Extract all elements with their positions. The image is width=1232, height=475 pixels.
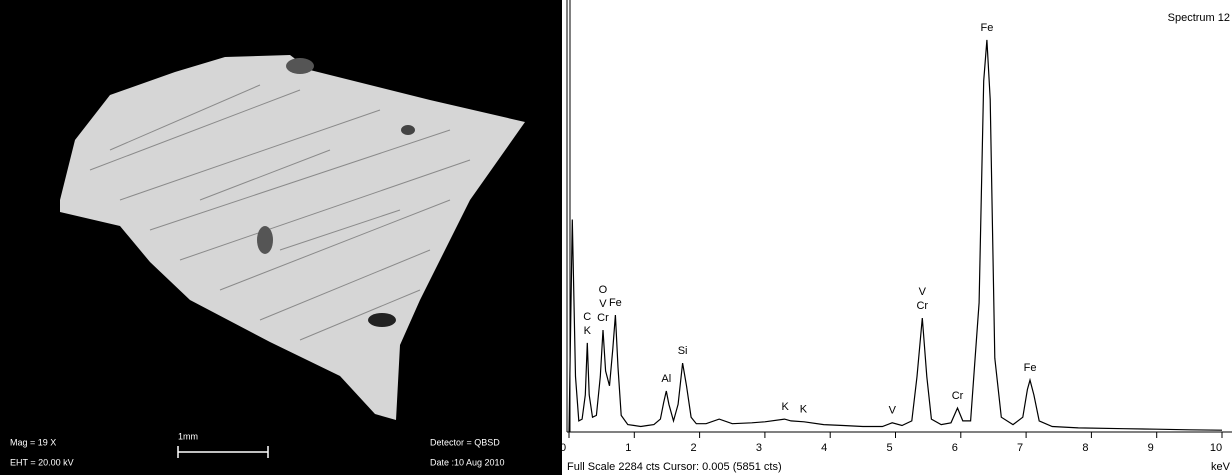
sample <box>60 55 525 420</box>
peak-label: V <box>919 286 927 298</box>
x-tick-label: 9 <box>1148 442 1154 454</box>
pit <box>401 125 415 135</box>
peak-label: V <box>889 405 897 417</box>
eht-label: EHT = 20.00 kV <box>10 457 74 467</box>
pit <box>286 58 314 74</box>
x-tick-label: 1 <box>625 442 631 454</box>
peak-label: Al <box>661 373 671 385</box>
peak-label: Cr <box>916 300 928 312</box>
peak-label: K <box>800 404 808 416</box>
x-tick-label: 0 <box>560 442 566 454</box>
pit <box>257 226 273 254</box>
mag-label: Mag = 19 X <box>10 437 56 447</box>
peak-label: Fe <box>1024 362 1037 374</box>
x-tick-label: 10 <box>1210 442 1222 454</box>
peak-label: Fe <box>980 22 993 34</box>
peak-label: C <box>583 311 591 323</box>
spectrum: Spectrum 12 Full Scale 2284 cts Cursor: … <box>560 0 1232 473</box>
spectrum-title: Spectrum 12 <box>1168 12 1230 24</box>
x-tick-label: 4 <box>821 442 827 454</box>
x-tick-label: 5 <box>886 442 892 454</box>
x-axis-label: keV <box>1211 461 1231 473</box>
peak-label: K <box>584 325 592 337</box>
peak-label: V <box>599 298 607 310</box>
detector-label: Detector = QBSD <box>430 437 500 447</box>
x-tick-label: 8 <box>1082 442 1088 454</box>
spectrum-line <box>568 39 1223 433</box>
x-tick-label: 2 <box>691 442 697 454</box>
pit <box>368 313 396 327</box>
peak-label: Si <box>678 345 688 357</box>
peak-label: Cr <box>597 312 609 324</box>
scale-bar <box>177 446 269 458</box>
peak-label: O <box>599 284 608 296</box>
scale-label: 1mm <box>178 431 198 441</box>
peak-label: K <box>781 401 789 413</box>
sem-image: Mag = 19 X EHT = 20.00 kV 1mm Detector =… <box>0 0 562 475</box>
peak-label: Cr <box>952 390 964 402</box>
x-tick-label: 3 <box>756 442 762 454</box>
scratches <box>89 84 471 341</box>
x-tick-label: 6 <box>952 442 958 454</box>
x-tick-label: 7 <box>1017 442 1023 454</box>
footer: Full Scale 2284 cts Cursor: 0.005 (5851 … <box>567 461 782 473</box>
peak-label: Fe <box>609 297 622 309</box>
date-label: Date :10 Aug 2010 <box>430 457 505 467</box>
